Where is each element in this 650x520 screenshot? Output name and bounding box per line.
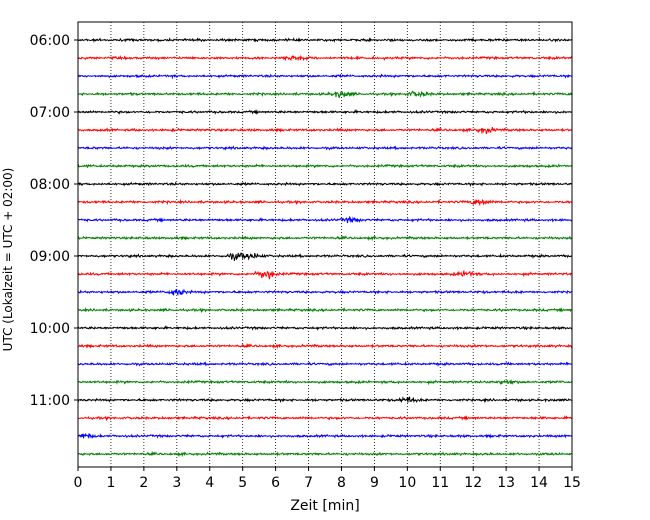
trace-1015 <box>77 342 573 350</box>
x-tick-label: 0 <box>74 475 83 491</box>
trace-0945 <box>77 306 573 314</box>
x-tick-label: 5 <box>238 475 247 491</box>
trace-1145 <box>77 450 573 458</box>
x-tick-label: 2 <box>139 475 148 491</box>
trace-1030 <box>77 360 573 368</box>
x-axis: 0 1 2 3 4 5 6 7 8 9 10 11 12 13 14 15 <box>74 467 581 491</box>
x-tick-label: 4 <box>205 475 214 491</box>
y-axis: 06:00 07:00 08:00 09:00 10:00 11:00 <box>30 33 78 409</box>
x-tick-label: 1 <box>106 475 115 491</box>
trace-0645 <box>77 90 573 99</box>
x-tick-label: 10 <box>398 475 416 491</box>
trace-1115 <box>77 415 573 422</box>
trace-1000 <box>77 325 573 331</box>
trace-0630 <box>77 73 573 80</box>
x-tick-label: 7 <box>304 475 313 491</box>
x-tick-label: 6 <box>271 475 280 491</box>
x-tick-label: 11 <box>431 475 449 491</box>
x-tick-label: 3 <box>172 475 181 491</box>
trace-0700 <box>77 109 573 115</box>
x-tick-label: 8 <box>337 475 346 491</box>
x-tick-label: 14 <box>530 475 548 491</box>
x-axis-label: Zeit [min] <box>290 498 359 514</box>
y-tick-label: 08:00 <box>30 177 70 193</box>
y-tick-label: 11:00 <box>30 393 70 409</box>
trace-0830 <box>77 215 573 224</box>
y-tick-label: 06:00 <box>30 33 70 49</box>
trace-0600 <box>77 37 573 43</box>
trace-0900 <box>77 252 573 261</box>
trace-0715 <box>77 126 573 135</box>
y-tick-label: 07:00 <box>30 105 70 121</box>
trace-0815 <box>77 198 573 207</box>
trace-0615 <box>77 55 573 62</box>
trace-0845 <box>77 234 573 242</box>
trace-1100 <box>77 396 573 404</box>
y-tick-label: 10:00 <box>30 321 70 337</box>
trace-0930 <box>77 288 573 296</box>
trace-1130 <box>77 432 573 439</box>
traces <box>77 37 573 458</box>
trace-0745 <box>77 163 573 169</box>
plot-frame <box>77 21 573 468</box>
x-tick-label: 15 <box>563 475 581 491</box>
x-tick-label: 12 <box>464 475 482 491</box>
trace-0730 <box>77 145 573 151</box>
y-tick-label: 09:00 <box>30 249 70 265</box>
x-tick-label: 13 <box>497 475 515 491</box>
x-tick-label: 9 <box>370 475 379 491</box>
trace-1045 <box>77 378 573 386</box>
trace-0800 <box>77 181 573 187</box>
trace-0915 <box>77 270 573 280</box>
y-axis-label: UTC (Lokalzeit = UTC + 02:00) <box>1 168 15 352</box>
